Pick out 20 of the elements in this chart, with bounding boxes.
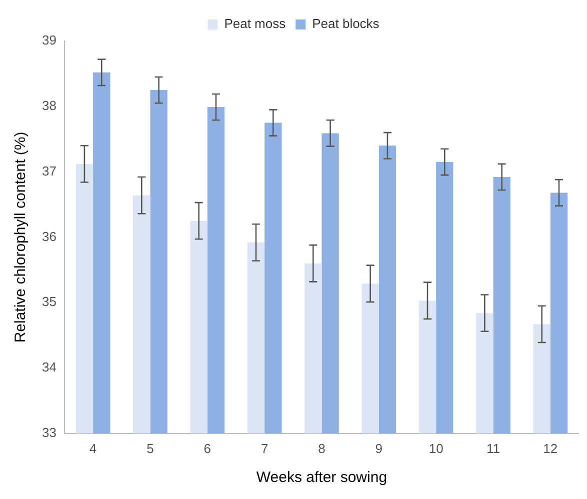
y-tick-label: 33 (42, 424, 56, 440)
x-tick-label: 10 (428, 440, 444, 456)
y-tick-label: 37 (42, 163, 56, 178)
y-tick-label: 39 (42, 32, 56, 48)
x-tick-label: 9 (375, 440, 383, 456)
legend-label: Peat blocks (312, 16, 380, 32)
x-tick-label: 11 (486, 440, 500, 456)
y-tick-label: 36 (42, 228, 56, 244)
x-tick-label: 8 (318, 440, 326, 456)
x-tick-label: 5 (146, 440, 154, 456)
x-axis-title: Weeks after sowing (256, 469, 388, 486)
y-axis-title: Relative chlorophyll content (%) (12, 132, 30, 343)
y-tick-label: 35 (42, 294, 56, 310)
y-tick-label: 34 (42, 360, 56, 375)
x-tick-label: 6 (204, 440, 212, 456)
x-tick-label: 7 (260, 440, 268, 456)
x-tick-label: 12 (543, 440, 558, 456)
legend-label: Peat moss (224, 16, 286, 32)
x-tick-label: 4 (89, 440, 97, 456)
y-tick-label: 38 (42, 98, 56, 113)
